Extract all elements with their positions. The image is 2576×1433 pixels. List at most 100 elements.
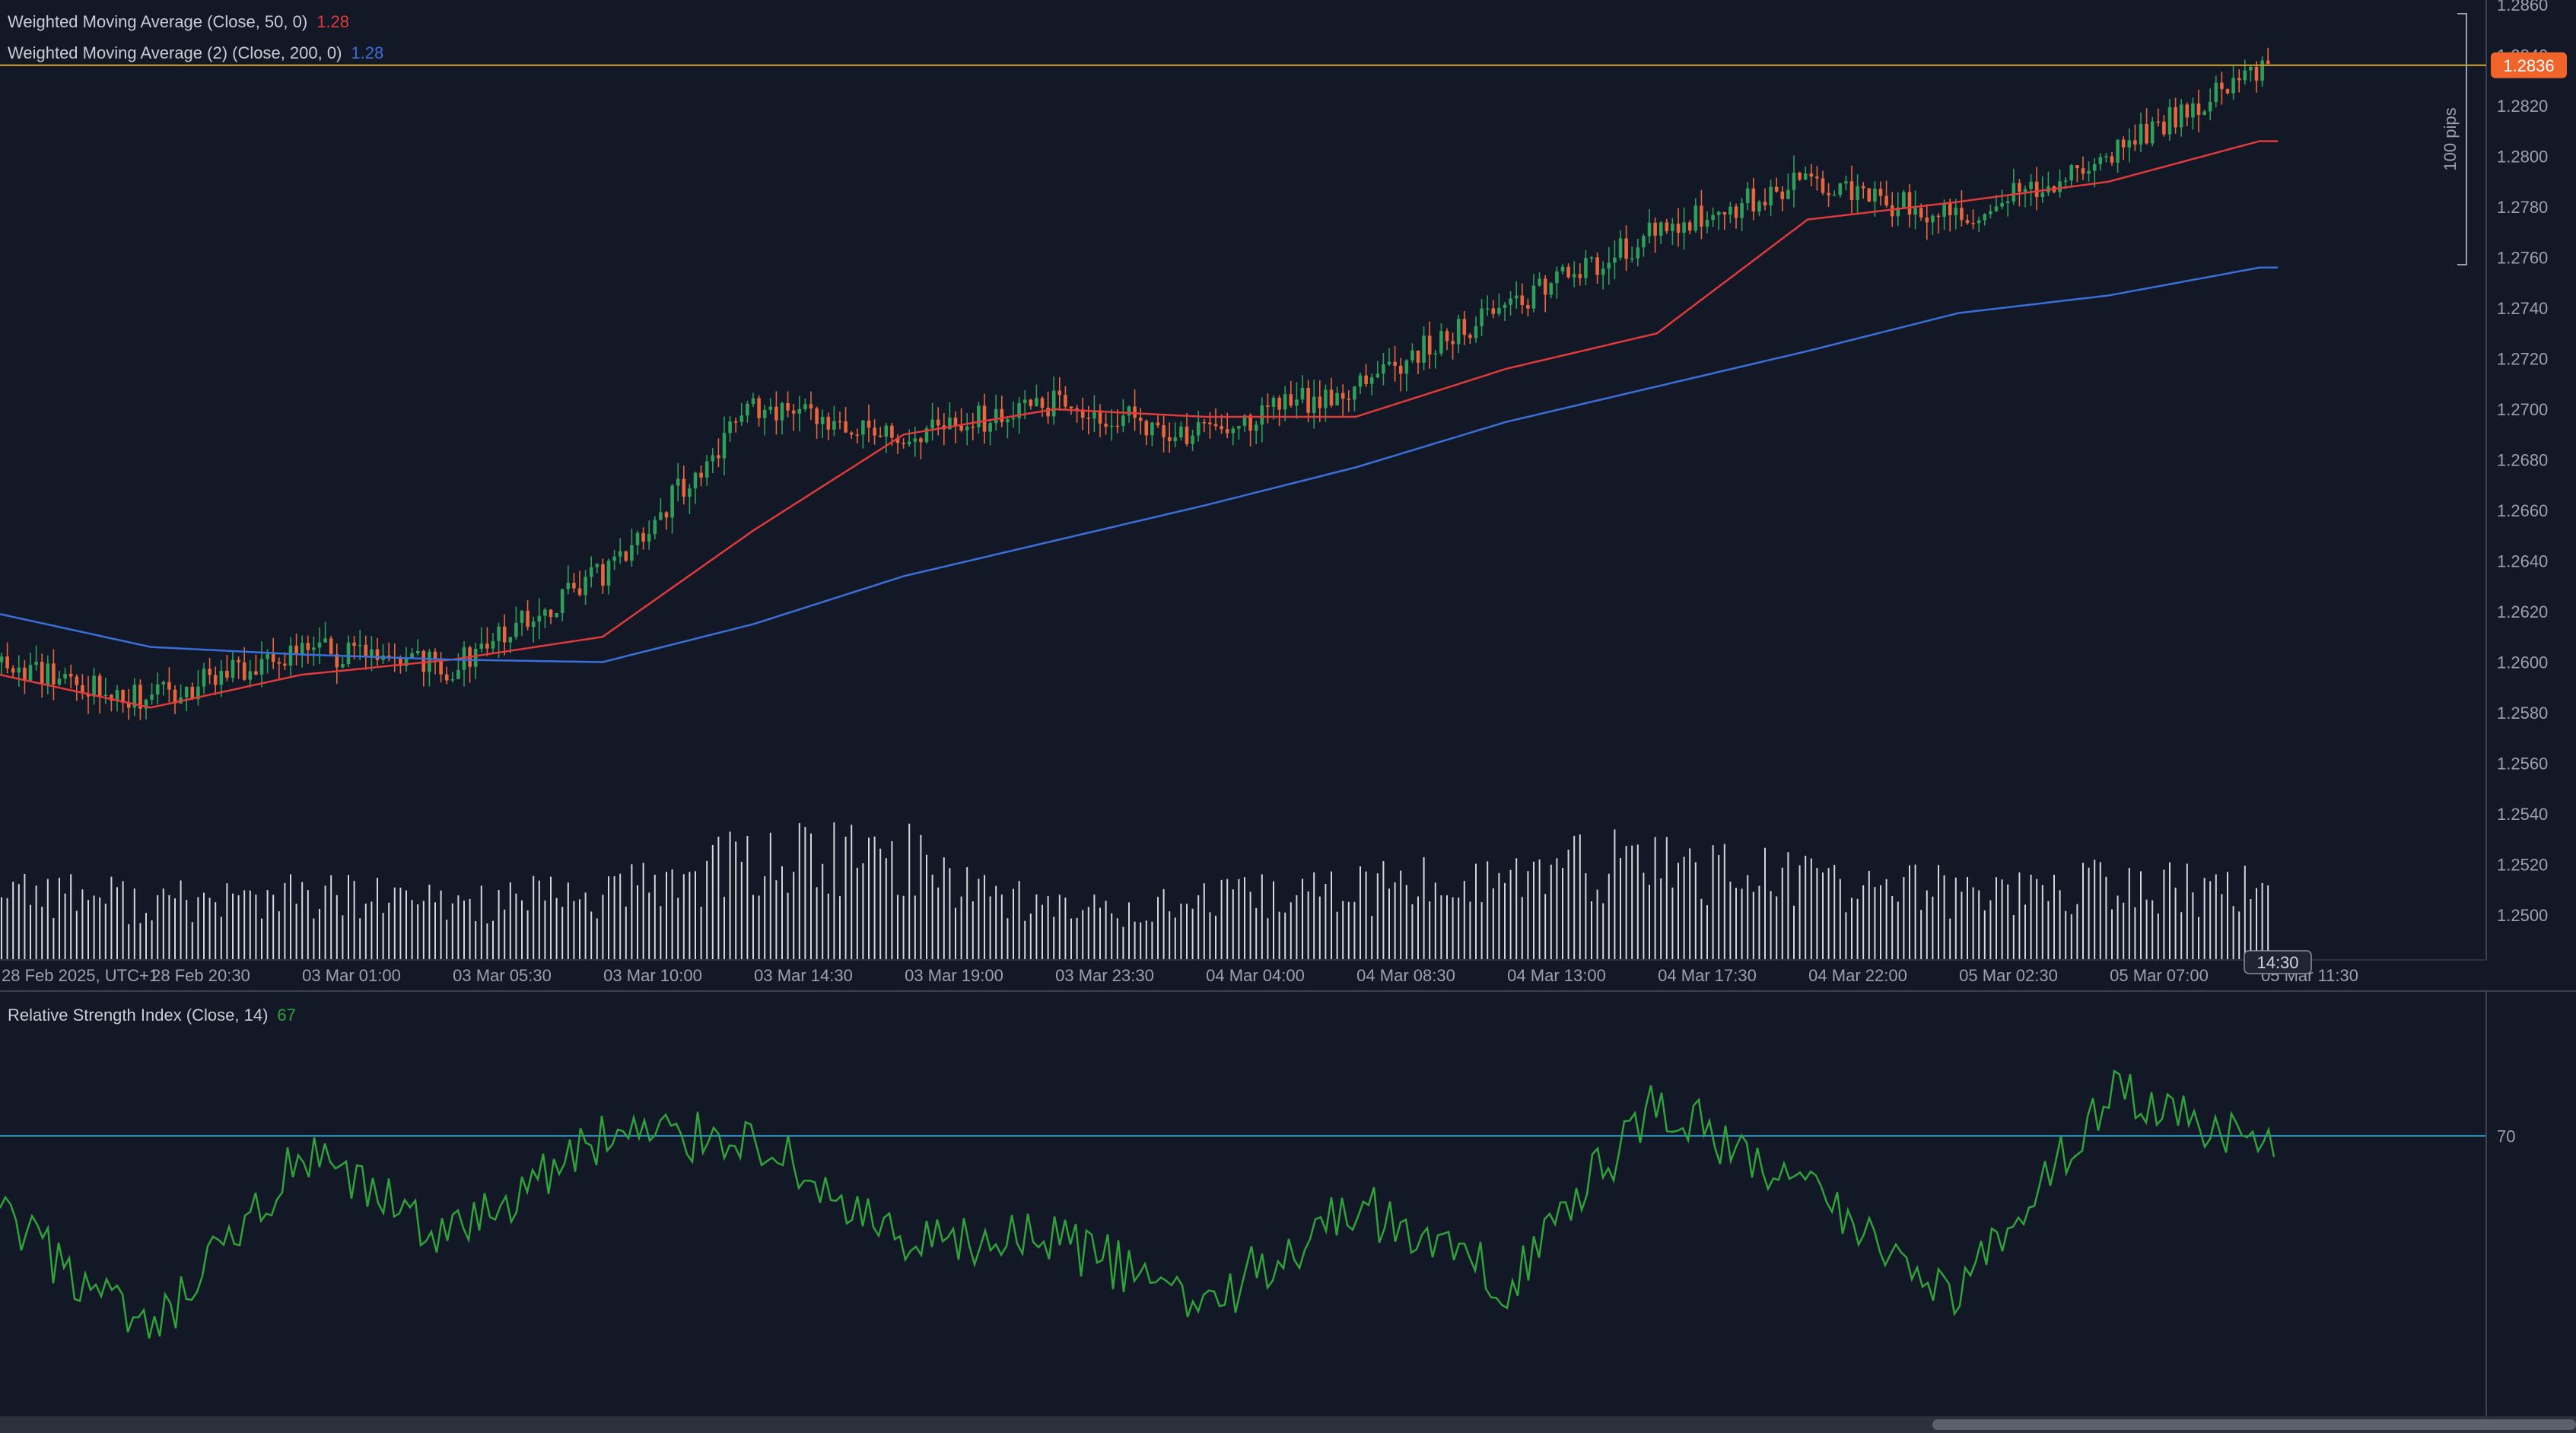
candle-body <box>184 686 189 697</box>
candle-body <box>450 678 455 681</box>
candle-body <box>994 408 998 424</box>
candle-body <box>722 433 727 459</box>
candle-body <box>1936 215 1941 218</box>
candle-body <box>2145 124 2148 144</box>
candle-body <box>11 668 15 673</box>
candle-body <box>370 649 374 658</box>
candle-body <box>1861 186 1865 189</box>
candle-body <box>1445 331 1449 342</box>
candle-body <box>670 485 674 518</box>
candle-body <box>231 659 235 678</box>
candle-body <box>52 663 56 685</box>
price-tick-label: 1.2660 <box>2497 501 2548 520</box>
candle-body <box>92 675 96 697</box>
candle-body <box>103 694 108 697</box>
candle-body <box>497 626 501 641</box>
legend-rsi[interactable]: Relative Strength Index (Close, 14) 67 <box>8 1006 296 1025</box>
candle-body <box>1000 408 1004 423</box>
candle-body <box>739 415 744 422</box>
candle-body <box>1040 398 1045 408</box>
candle-body <box>1856 186 1859 200</box>
candle-body <box>1456 319 1461 345</box>
candle-body <box>1618 238 1623 258</box>
candle-body <box>485 643 489 649</box>
candle-body <box>595 564 599 567</box>
candle-body <box>774 406 778 421</box>
price-tick-label: 1.2800 <box>2497 148 2548 167</box>
candle-body <box>537 615 542 622</box>
candle-body <box>1965 220 1970 224</box>
candle-body <box>1075 408 1079 410</box>
candle-body <box>271 653 275 662</box>
legend-wma200[interactable]: Weighted Moving Average (2) (Close, 200,… <box>8 43 383 63</box>
candle-body <box>479 643 484 649</box>
candle-body <box>1242 415 1247 426</box>
candle-body <box>1815 176 1819 179</box>
candle-body <box>746 403 749 416</box>
scrollbar-thumb[interactable] <box>1932 1419 2576 1430</box>
candle-body <box>242 662 246 680</box>
candle-body <box>283 663 287 666</box>
legend-wma50[interactable]: Weighted Moving Average (Close, 50, 0) 1.… <box>8 12 349 32</box>
candle-body <box>1474 326 1478 338</box>
price-tick-label: 1.2560 <box>2497 755 2548 774</box>
candle-body <box>1017 402 1021 418</box>
candle-body <box>1480 308 1484 326</box>
price-tick-label: 1.2680 <box>2497 451 2548 470</box>
pips-bracket <box>2457 13 2467 265</box>
candle-body <box>46 663 50 685</box>
legend-wma50-value: 1.28 <box>316 12 350 31</box>
candle-body <box>196 686 200 700</box>
candle-body <box>1989 211 1992 214</box>
candle-body <box>1468 335 1472 338</box>
candle-body <box>1913 208 1917 215</box>
candle-body <box>399 658 402 666</box>
candle-body <box>1884 195 1888 206</box>
candle-body <box>1485 308 1490 310</box>
candle-body <box>635 532 640 545</box>
candle-body <box>439 658 443 675</box>
candle-body <box>924 428 929 443</box>
candle-body <box>2018 183 2021 192</box>
candle-body <box>1069 406 1073 408</box>
time-tick-label: 03 Mar 05:30 <box>453 966 552 985</box>
candle-body <box>1086 418 1091 419</box>
candle-body <box>2121 139 2126 148</box>
candle-body <box>786 403 790 411</box>
scrollbar-track <box>0 1416 2576 1433</box>
candle-body <box>277 662 281 664</box>
candle-body <box>1601 268 1605 275</box>
candle-body <box>1127 406 1131 416</box>
candle-body <box>1520 295 1525 305</box>
candle-body <box>1347 399 1351 400</box>
candle-body <box>630 545 634 561</box>
candle-body <box>711 455 715 462</box>
candle-body <box>1774 186 1779 192</box>
candle-body <box>1745 188 1750 204</box>
candle-body <box>1353 386 1356 400</box>
candle-body <box>138 685 142 709</box>
candle-body <box>404 657 409 666</box>
candle-body <box>2260 60 2264 81</box>
candle-body <box>2081 168 2085 174</box>
candle-body <box>1289 394 1293 406</box>
candle-body <box>433 651 437 659</box>
candle-body <box>110 694 113 701</box>
candle-body <box>1977 220 1981 224</box>
candle-body <box>1711 214 1715 221</box>
candle-body <box>2214 82 2218 102</box>
candle-body <box>1277 397 1281 410</box>
candle-body <box>1890 205 1894 217</box>
candle-body <box>2156 121 2161 123</box>
candle-body <box>410 653 414 658</box>
price-tick-label: 1.2700 <box>2497 400 2548 419</box>
current-price-label: 1.2836 <box>2503 56 2554 75</box>
candle-body <box>913 438 918 442</box>
candle-body <box>1156 422 1160 426</box>
candle-body <box>1624 238 1628 259</box>
candle-body <box>1780 191 1785 199</box>
candle-body <box>1543 278 1547 295</box>
candle-body <box>132 685 137 708</box>
